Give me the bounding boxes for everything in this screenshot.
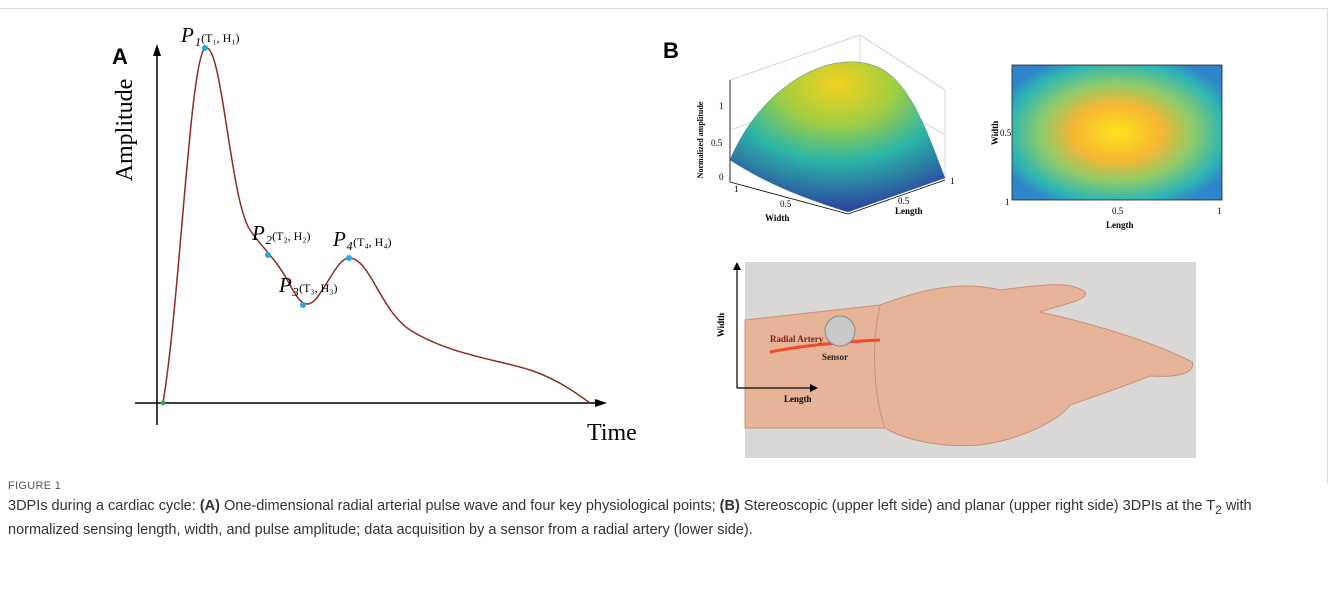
point-label: P₁(T₁, H₁)	[180, 23, 240, 47]
tick-label: 1	[950, 176, 955, 186]
tick-label: 0.5	[1000, 128, 1012, 138]
caption: FIGURE 1 3DPIs during a cardiac cycle: (…	[8, 480, 1318, 540]
caption-part: Stereoscopic (upper left side) and plana…	[739, 498, 1216, 514]
arm	[744, 284, 1194, 447]
y-arrow	[733, 262, 741, 270]
caption-label: FIGURE 1	[8, 480, 62, 492]
figure-image: A Amplitude Time P₁(T₁, H₁) P₂(T₂, H₂) P…	[112, 23, 1223, 458]
caption-text: 3DPIs during a cardiac cycle: (A) One-di…	[8, 496, 1318, 540]
x-arrow	[595, 399, 607, 407]
key-point	[202, 45, 208, 51]
point-label: P₃(T₃, H₃)	[278, 273, 338, 297]
caption-part: (A)	[199, 498, 220, 514]
pulse-wave	[162, 47, 591, 404]
sensor	[824, 315, 856, 347]
key-point	[346, 255, 352, 261]
tick-label: 0.5	[711, 138, 723, 148]
tick-label: 1	[719, 101, 724, 111]
heatmap-labels: Width 0.5 1 0.5 1 Length	[990, 121, 1222, 230]
axis-label: Normalized amplitude	[696, 101, 705, 178]
tick-label: 0.5	[898, 196, 910, 206]
panel-letter: B	[663, 38, 679, 63]
surface-axes	[729, 179, 946, 215]
tick-label: 0	[719, 172, 724, 182]
heatmap	[1011, 64, 1223, 201]
key-point	[300, 302, 306, 308]
caption-part: One-dimensional radial arterial pulse wa…	[219, 498, 720, 514]
axis-label: Width	[716, 313, 726, 337]
axis-label: Length	[895, 206, 923, 216]
tick-label: 0.5	[1112, 206, 1124, 216]
artery	[769, 338, 881, 354]
tick-label: 1	[1005, 197, 1010, 207]
tick-label: 1	[734, 184, 739, 194]
x-arrow	[810, 384, 818, 392]
tick-label: 0.5	[780, 199, 792, 209]
surface	[729, 61, 946, 213]
wrist-line	[874, 304, 886, 429]
y-arrow	[153, 44, 161, 56]
figure-frame	[0, 8, 1328, 483]
surface-labels: Normalized amplitude 0 0.5 1 0.5 1 Width…	[696, 101, 955, 223]
axis-label: Length	[1106, 220, 1134, 230]
point-label: P₂(T₂, H₂)	[251, 221, 311, 245]
point-label: P₄(T₄, H₄)	[332, 227, 392, 251]
key-point	[265, 252, 271, 258]
caption-part: with normalized sensing length, width, a…	[8, 498, 1252, 538]
panel-letter: A	[112, 44, 128, 69]
axis-label: Width	[990, 121, 1000, 145]
x-axis-label: Time	[587, 420, 637, 446]
tick-label: 1	[1217, 206, 1222, 216]
caption-part: 3DPIs during a cardiac cycle:	[8, 498, 200, 514]
y-axis-label: Amplitude	[112, 79, 138, 182]
axis-label: Length	[784, 394, 812, 404]
photo-labels: Radial Artery Sensor Width Length	[716, 313, 848, 404]
caption-part: (B)	[719, 498, 740, 514]
artery-label: Radial Artery	[770, 334, 824, 344]
axis-label: Width	[765, 213, 789, 223]
caption-part: 2	[1215, 502, 1222, 517]
sensor-label: Sensor	[822, 352, 848, 362]
start-point	[160, 400, 166, 406]
